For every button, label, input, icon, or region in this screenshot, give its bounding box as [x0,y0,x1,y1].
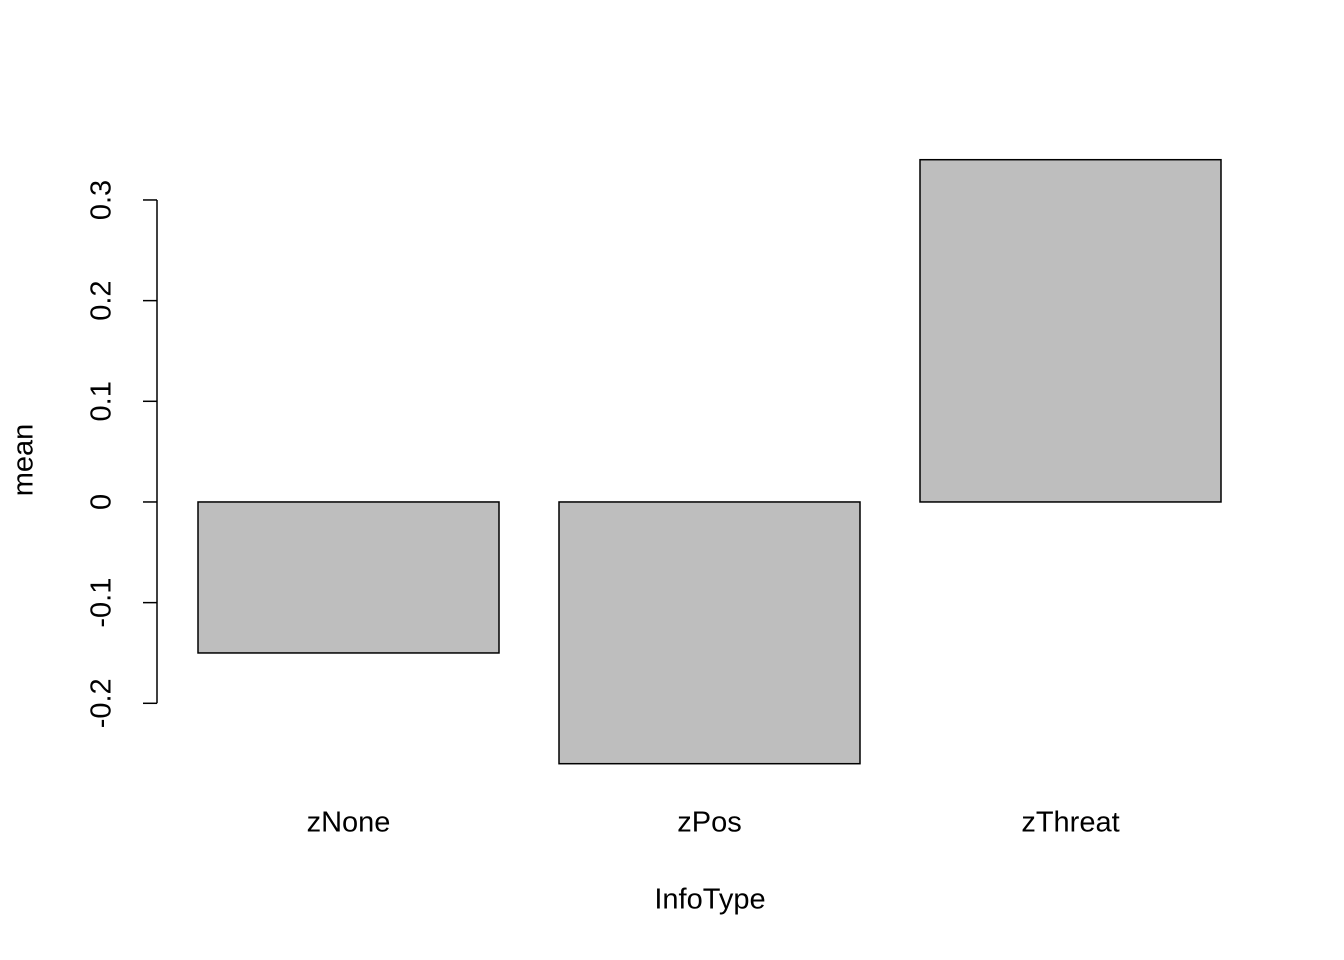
x-tick-label: zThreat [1021,807,1119,839]
bar [558,501,861,765]
y-tick-label: 0 [86,494,118,510]
x-axis-label: InfoType [654,884,765,916]
y-axis-label: mean [8,424,40,497]
x-tick-label: zPos [677,807,741,839]
y-tick-label: 0.1 [86,381,118,421]
y-tick-label: -0.1 [86,578,118,628]
y-tick-label: 0.2 [86,280,118,320]
bar [197,501,500,654]
y-tick-label: 0.3 [86,180,118,220]
bar [919,158,1222,503]
y-tick-label: -0.2 [86,678,118,728]
x-tick-label: zNone [307,807,391,839]
